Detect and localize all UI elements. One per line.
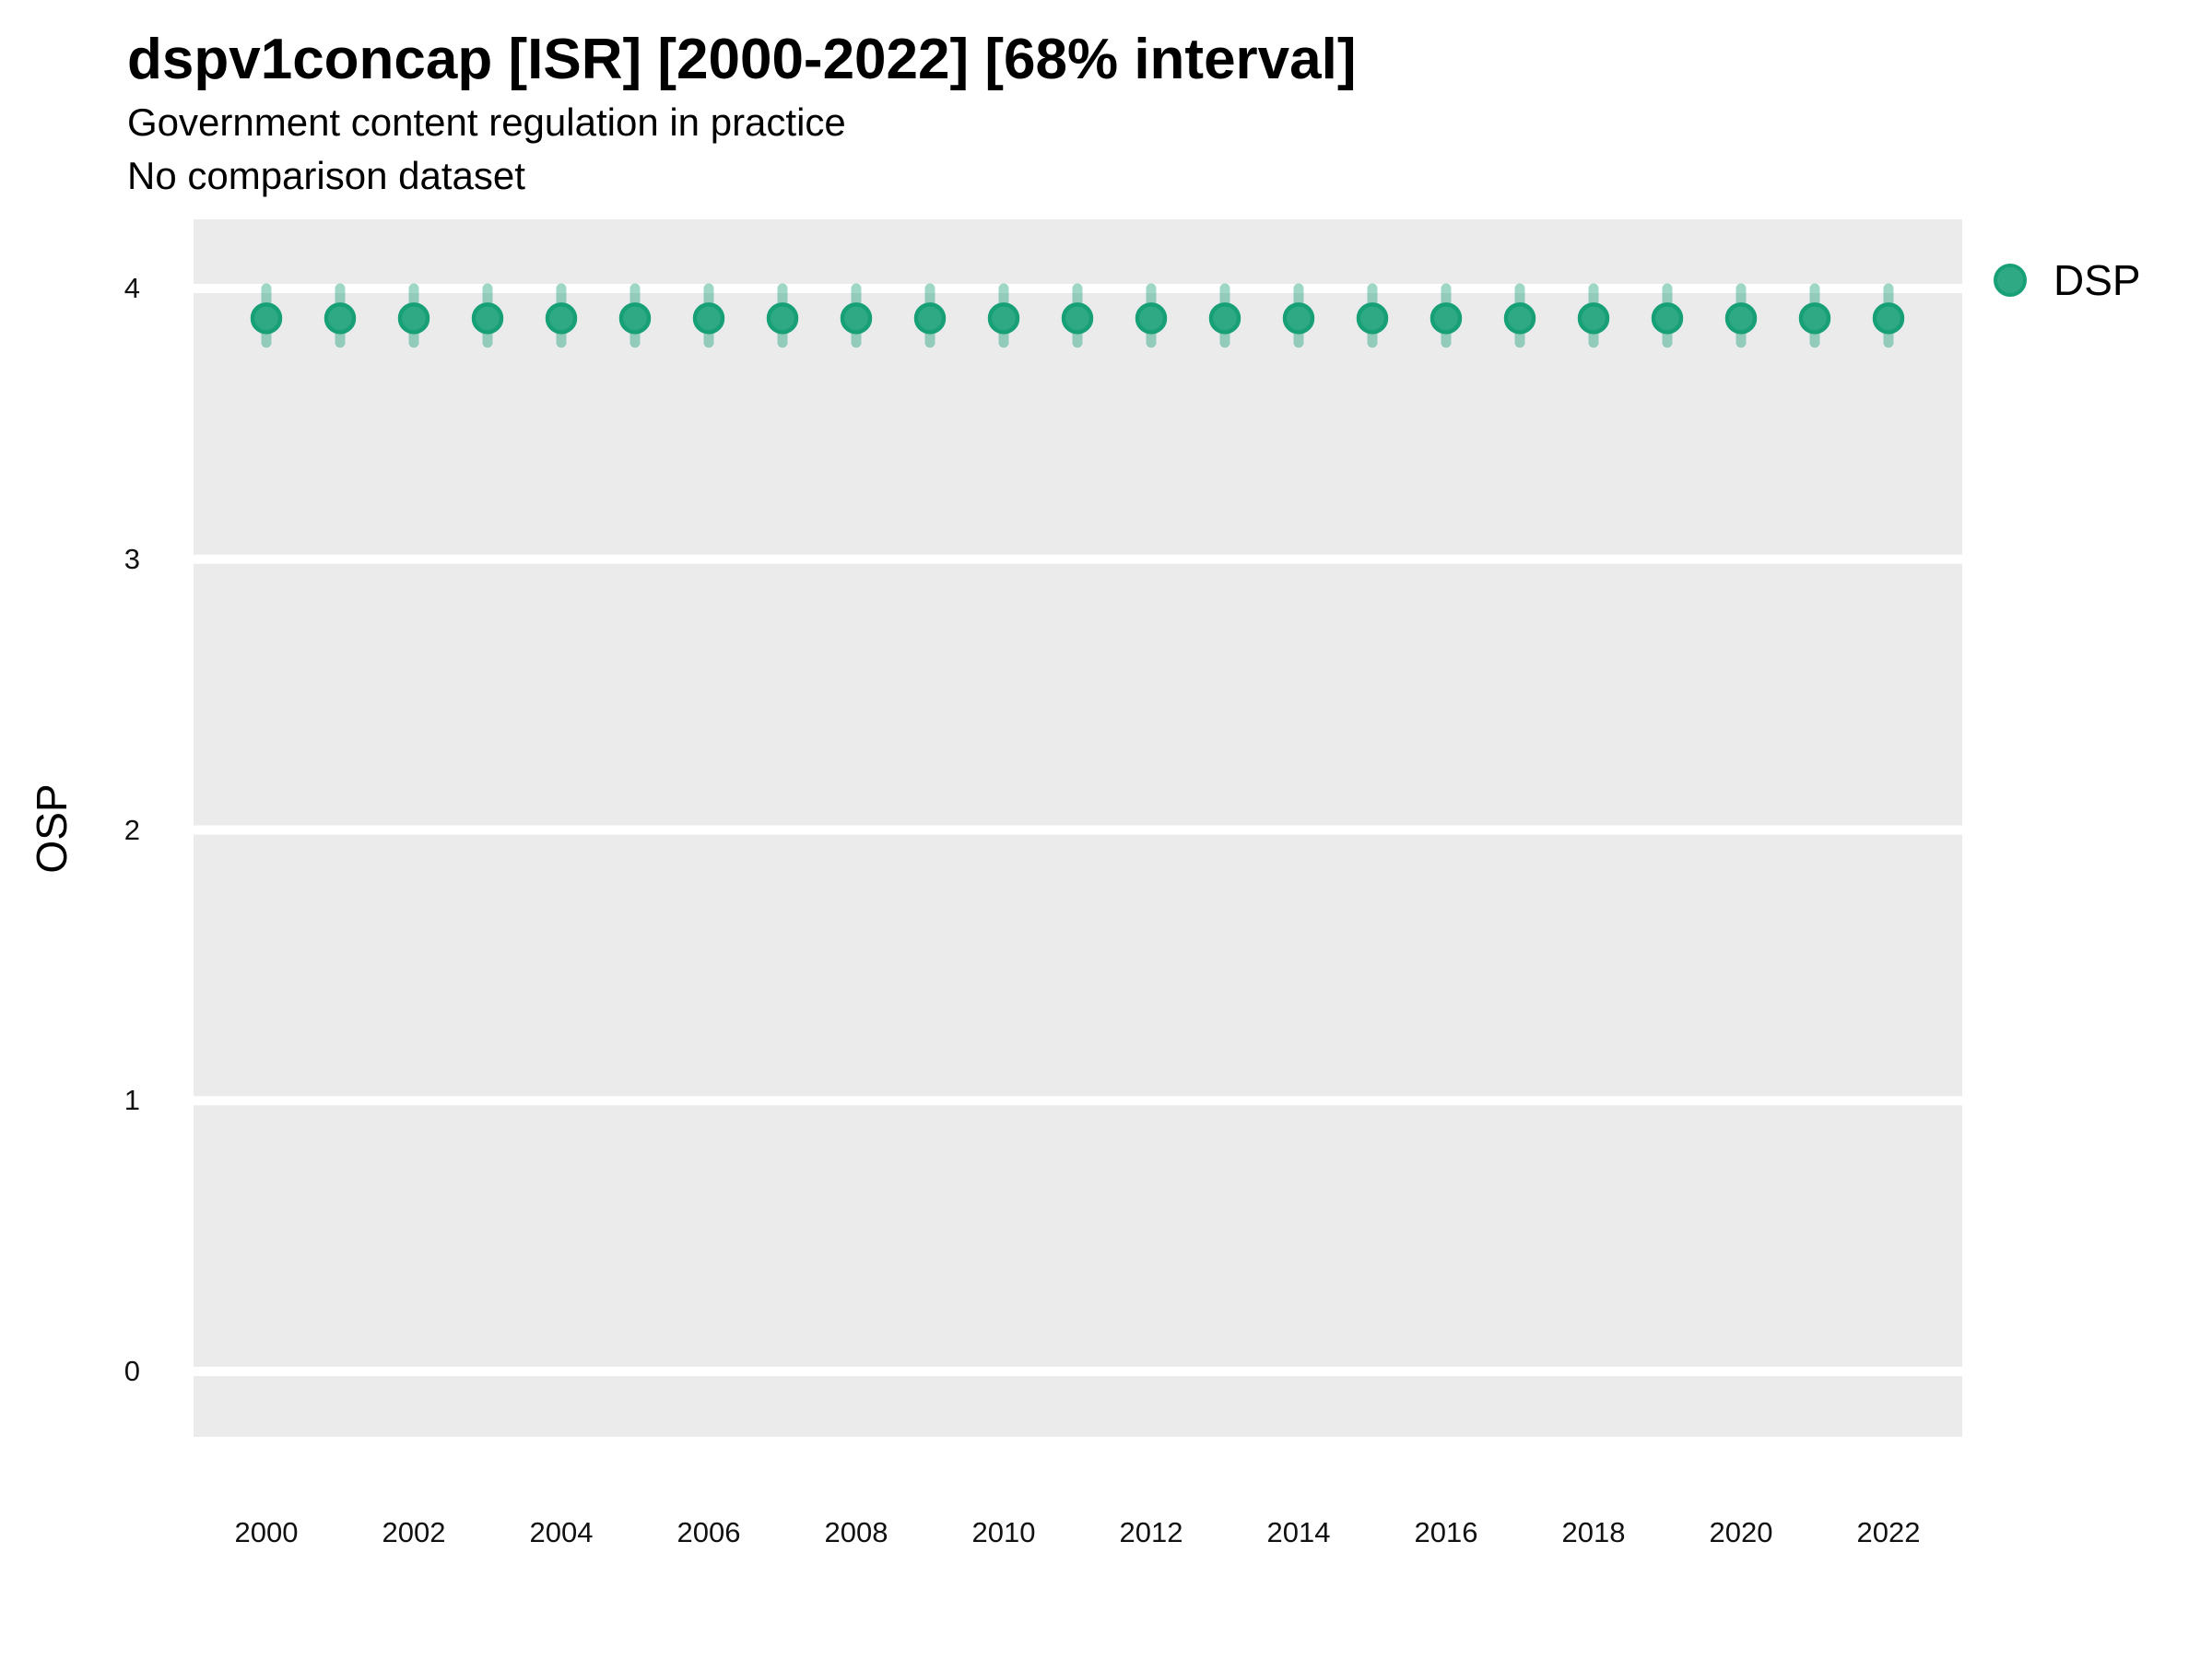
plot-area (194, 283, 1962, 1376)
x-tick-label-2002: 2002 (382, 1516, 446, 1548)
gridline-y-2 (194, 825, 1962, 835)
chart-note: No comparison dataset (127, 154, 525, 197)
data-point-2014 (1282, 302, 1315, 335)
data-point-2001 (324, 302, 357, 335)
data-point-2021 (1798, 302, 1831, 335)
y-tick-label-0: 0 (124, 1355, 140, 1387)
x-tick-label-2012: 2012 (1119, 1516, 1183, 1548)
data-point-2007 (766, 302, 799, 335)
gridline-y-1 (194, 1096, 1962, 1106)
x-tick-label-2008: 2008 (824, 1516, 888, 1548)
x-tick-label-2016: 2016 (1414, 1516, 1478, 1548)
y-tick-label-3: 3 (124, 542, 140, 575)
y-tick-label-1: 1 (124, 1084, 140, 1117)
plot-panel (194, 219, 1962, 1437)
x-tick-label-2014: 2014 (1266, 1516, 1331, 1548)
data-point-2008 (840, 302, 873, 335)
y-tick-label-2: 2 (124, 813, 140, 846)
data-point-2010 (987, 302, 1020, 335)
y-tick-label-4: 4 (124, 272, 140, 304)
legend-marker-dsp-icon (1994, 264, 2027, 297)
data-point-2013 (1208, 302, 1241, 335)
legend: DSP (1994, 259, 2141, 301)
data-point-2016 (1430, 302, 1463, 335)
data-point-2000 (250, 302, 283, 335)
chart-subtitle: Government content regulation in practic… (127, 100, 846, 144)
x-tick-label-2010: 2010 (971, 1516, 1036, 1548)
data-point-2012 (1135, 302, 1168, 335)
data-point-2004 (545, 302, 578, 335)
data-point-2011 (1061, 302, 1094, 335)
data-point-2022 (1872, 302, 1905, 335)
data-point-2006 (692, 302, 725, 335)
x-tick-label-2020: 2020 (1709, 1516, 1773, 1548)
data-point-2015 (1356, 302, 1389, 335)
data-point-2017 (1503, 302, 1536, 335)
gridline-y-3 (194, 554, 1962, 564)
data-point-2019 (1651, 302, 1684, 335)
data-point-2009 (913, 302, 947, 335)
x-tick-label-2004: 2004 (529, 1516, 594, 1548)
gridline-y-0 (194, 1367, 1962, 1376)
data-point-2003 (471, 302, 504, 335)
legend-label-dsp: DSP (2053, 256, 2141, 304)
gridline-y-4 (194, 284, 1962, 293)
x-tick-label-2018: 2018 (1561, 1516, 1626, 1548)
chart-title: dspv1concap [ISR] [2000-2022] [68% inter… (127, 28, 1357, 91)
x-tick-label-2006: 2006 (677, 1516, 741, 1548)
x-tick-label-2000: 2000 (234, 1516, 299, 1548)
data-point-2005 (618, 302, 652, 335)
data-point-2002 (397, 302, 430, 335)
x-tick-label-2022: 2022 (1856, 1516, 1921, 1548)
data-point-2020 (1724, 302, 1758, 335)
data-point-2018 (1577, 302, 1610, 335)
